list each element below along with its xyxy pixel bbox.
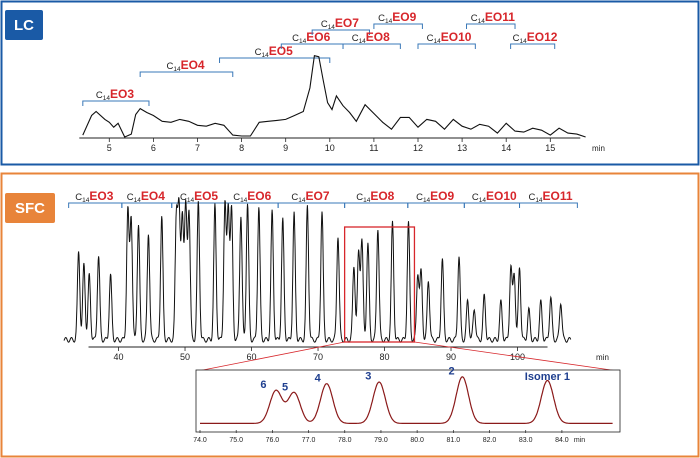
zoom-tick-label: 84.0 — [555, 437, 569, 444]
zoom-inset-frame — [195, 369, 621, 433]
lc-trace — [82, 55, 586, 138]
lc-tick-label: 15 — [545, 143, 555, 153]
lc-bracket — [373, 23, 423, 29]
zoom-peak-label: 2 — [449, 365, 455, 377]
lc-tick-label: 13 — [457, 143, 467, 153]
zoom-peak-label: 6 — [260, 379, 266, 391]
lc-tick-label: 7 — [195, 143, 200, 153]
sfc-group-brackets: C14EO3 C14EO4 C14EO5 C14EO6 C14EO7 C14EO8 C14E… — [68, 189, 578, 208]
lc-badge-label: LC — [14, 17, 34, 34]
zoom-peak-label: 5 — [282, 381, 288, 393]
lc-bracket — [342, 43, 401, 49]
lc-group-label: C14EO7 — [321, 16, 359, 31]
sfc-group-label: C14EO8 — [356, 189, 394, 204]
lc-group-label: C14EO9 — [378, 10, 416, 25]
lc-x-axis: 5 6 7 8 9 10 11 12 13 14 15 min — [79, 137, 605, 153]
sfc-bracket — [519, 202, 578, 208]
sfc-axis-unit: min — [596, 353, 609, 362]
zoom-tick-label: 76.0 — [266, 437, 280, 444]
lc-bracket — [510, 43, 556, 49]
sfc-tick-label: 50 — [180, 352, 190, 362]
sfc-group-label: C14EO5 — [180, 189, 218, 204]
lc-group-label: C14EO12 — [513, 30, 558, 45]
sfc-badge-label: SFC — [15, 200, 45, 217]
zoom-peak-label: 3 — [365, 371, 371, 383]
zoom-tick-label: 82.0 — [483, 437, 497, 444]
lc-tick-label: 12 — [413, 143, 423, 153]
lc-group-label: C14EO6 — [292, 30, 330, 45]
sfc-trace — [63, 197, 572, 343]
zoom-tick-label: 79.0 — [374, 437, 388, 444]
zoom-tick-label: 77.0 — [302, 437, 316, 444]
sfc-badge — [5, 193, 55, 223]
lc-tick-label: 9 — [283, 143, 288, 153]
sfc-group-label: C14EO7 — [291, 189, 329, 204]
zoom-peak-label: Isomer 1 — [525, 371, 570, 383]
sfc-tick-label: 70 — [313, 352, 323, 362]
zoom-tick-label: 78.0 — [338, 437, 352, 444]
lc-bracket — [219, 57, 331, 63]
lc-frame — [0, 0, 700, 166]
zoom-connector-left — [197, 341, 345, 372]
zoom-inset-x-axis: 74.0 75.0 76.0 77.0 78.0 79.0 80.0 81.0 82.0 83.0… — [193, 430, 585, 444]
zoom-tick-label: 80.0 — [410, 437, 424, 444]
lc-group-label: C14EO3 — [96, 87, 134, 102]
sfc-tick-label: 90 — [446, 352, 456, 362]
sfc-tick-label: 80 — [380, 352, 390, 362]
lc-axis-unit: min — [592, 144, 605, 153]
lc-tick-label: 6 — [151, 143, 156, 153]
zoom-tick-label: 81.0 — [447, 437, 461, 444]
sfc-group-label: C14EO10 — [472, 189, 517, 204]
sfc-tick-label: 60 — [247, 352, 257, 362]
lc-group-label: C14EO11 — [471, 10, 515, 25]
zoom-peak-label: 4 — [315, 372, 322, 384]
zoom-inset-trace — [200, 376, 613, 424]
sfc-panel: SFC C14EO3 C14EO4 C14EO5 C14EO6 C14EO7 C14EO8… — [0, 172, 700, 458]
lc-tick-label: 8 — [239, 143, 244, 153]
lc-bracket — [311, 29, 370, 35]
lc-bracket — [417, 43, 476, 49]
lc-tick-label: 14 — [501, 143, 511, 153]
lc-badge — [5, 10, 43, 40]
lc-panel: LC C14EO3C14EO4C14EO5C14EO6C14EO7C14EO8C… — [0, 0, 700, 166]
zoom-axis-unit: min — [574, 437, 585, 444]
lc-bracket — [466, 23, 516, 29]
zoom-connector-right — [414, 341, 619, 372]
lc-group-label: C14EO4 — [166, 58, 204, 73]
lc-group-label: C14EO5 — [255, 44, 293, 59]
sfc-group-label: C14EO6 — [233, 189, 271, 204]
lc-group-label: C14EO10 — [427, 30, 472, 45]
lc-group-label: C14EO8 — [352, 30, 390, 45]
sfc-group-label: C14EO9 — [416, 189, 454, 204]
lc-bracket — [139, 71, 234, 77]
zoom-highlight-box — [343, 226, 416, 343]
sfc-group-label: C14EO3 — [75, 189, 113, 204]
sfc-group-label: C14EO4 — [127, 189, 165, 204]
lc-tick-label: 5 — [107, 143, 112, 153]
zoom-tick-label: 75.0 — [229, 437, 243, 444]
zoom-tick-label: 83.0 — [519, 437, 533, 444]
lc-tick-label: 10 — [325, 143, 335, 153]
sfc-tick-label: 40 — [114, 352, 124, 362]
zoom-peak-labels: 6 5 4 3 2 Isomer 1 — [260, 365, 570, 393]
lc-bracket — [82, 100, 150, 106]
zoom-tick-label: 74.0 — [193, 437, 207, 444]
lc-tick-label: 11 — [369, 143, 378, 153]
sfc-group-label: C14EO11 — [528, 189, 572, 204]
